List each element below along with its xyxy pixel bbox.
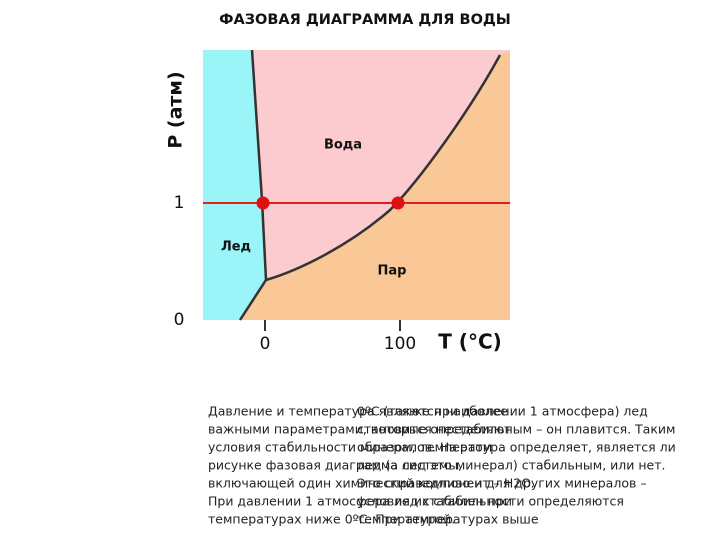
paragraph-line: температурой.: [357, 512, 455, 527]
phase-diagram: Вода Лед Пар P (атм) 1 0 0 100 T (°C): [165, 49, 510, 354]
x-tick-label: 100: [384, 334, 416, 354]
boiling-point: [391, 196, 405, 210]
paragraph-line: температурах ниже 0ºС. При температурах …: [208, 512, 539, 527]
text-body: Давление и температура являются наиболее…: [208, 404, 676, 527]
x-axis-label: T (°C): [438, 330, 502, 354]
water-area: [203, 50, 510, 320]
paragraph-line: При давлении 1 атмосфера лед стабилен пр…: [208, 494, 512, 509]
paragraph-line: важными параметрами, которые определяют: [208, 422, 511, 437]
paragraph-line: Это справедливо и для других минералов –: [357, 476, 647, 491]
paragraph-line: 0ºС (также при давлении 1 атмосфера) лед: [357, 404, 648, 419]
melting-point: [256, 196, 270, 210]
title: ФАЗОВАЯ ДИАГРАММА ДЛЯ ВОДЫ: [219, 12, 511, 28]
paragraph-line: включающей один химический компонент – H…: [208, 476, 535, 491]
y-axis-label: P (атм): [165, 71, 187, 148]
region-label: Вода: [324, 138, 362, 153]
region-label: Пар: [378, 264, 407, 279]
paragraph-line: Давление и температура являются наиболее: [208, 404, 508, 419]
region-label: Лед: [221, 240, 251, 255]
paragraph-line: рисунке фазовая диаграмма системы,: [208, 458, 462, 473]
paragraph-line: образом, температура определяет, являетс…: [357, 440, 676, 455]
x-tick-label: 0: [260, 334, 271, 354]
y-tick-label: 1: [174, 193, 185, 213]
paragraph-line: лед (а лед это минерал) стабильным, или …: [357, 458, 665, 473]
paragraph-line: условия стабильности минералов. На этом: [208, 440, 492, 455]
y-tick-label: 0: [174, 310, 185, 330]
paragraph-line: становится нестабильным – он плавится. Т…: [357, 422, 675, 437]
boundary-curve: [238, 54, 502, 321]
ice-area: [203, 50, 266, 320]
paragraph-line: условия их стабильности определяются: [357, 494, 624, 509]
